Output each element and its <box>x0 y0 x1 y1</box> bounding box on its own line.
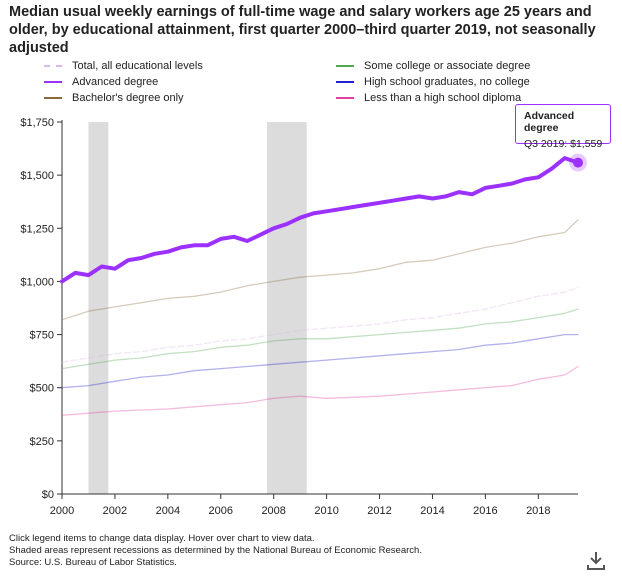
legend-label-total: Total, all educational levels <box>72 60 203 72</box>
y-tick-label-3: $750 <box>30 330 54 342</box>
legend-label-high-school: High school graduates, no college <box>364 76 530 88</box>
legend-item-bachelors[interactable]: Bachelor's degree only <box>44 92 184 104</box>
x-tick-label-6: 2012 <box>367 505 391 517</box>
x-tick-label-9: 2018 <box>526 505 550 517</box>
x-tick-label-2: 2004 <box>156 505 180 517</box>
series-line-advanced-degree <box>60 156 580 284</box>
recession-band-0 <box>88 122 109 494</box>
legend-swatch-less-than-hs <box>336 97 354 99</box>
x-tick-label-0: 2000 <box>50 505 74 517</box>
x-tick-label-7: 2014 <box>420 505 444 517</box>
y-tick-label-7: $1,750 <box>20 117 54 129</box>
legend-swatch-bachelors <box>44 97 62 99</box>
legend-swatch-total <box>44 65 62 67</box>
download-icon[interactable] <box>584 549 608 573</box>
legend-item-total[interactable]: Total, all educational levels <box>44 60 203 72</box>
footer-line-1: Click legend items to change data displa… <box>9 533 315 544</box>
x-tick-label-3: 2006 <box>209 505 233 517</box>
line-chart[interactable]: $0 $250 $500 $750 $1,000 $1,250 $1,500 $1,750 20… <box>0 0 622 530</box>
tooltip-title: Advanced degree <box>524 110 575 134</box>
legend-label-bachelors: Bachelor's degree only <box>72 92 184 104</box>
y-tick-label-1: $250 <box>30 436 54 448</box>
y-tick-label-2: $500 <box>30 383 54 395</box>
legend-item-less-than-hs[interactable]: Less than a high school diploma <box>336 92 521 104</box>
download-icon-glyph <box>587 552 605 570</box>
y-tick-label-4: $1,000 <box>20 276 54 288</box>
footer-line-3: Source: U.S. Bureau of Labor Statistics. <box>9 557 177 568</box>
y-tick-label-6: $1,500 <box>20 170 54 182</box>
chart-tooltip: Advanced degree Q3 2019: $1,559 <box>515 104 611 150</box>
legend-swatch-advanced <box>44 81 62 83</box>
chart-footer: Click legend items to change data displa… <box>9 533 422 569</box>
y-tick-label-5: $1,250 <box>20 223 54 235</box>
chart-title: Median usual weekly earnings of full-tim… <box>9 4 596 56</box>
legend-item-some-college[interactable]: Some college or associate degree <box>336 60 530 72</box>
legend-item-high-school[interactable]: High school graduates, no college <box>336 76 530 88</box>
legend-label-advanced: Advanced degree <box>72 76 159 88</box>
tooltip-value: Q3 2019: $1,559 <box>524 138 603 150</box>
legend-swatch-some-college <box>336 65 354 67</box>
y-tick-label-0: $0 <box>42 489 54 501</box>
highlight-point <box>573 157 583 168</box>
series-line-less-than-a-high-school-diploma <box>61 365 579 416</box>
series-line-bachelor-s-degree-only <box>61 219 579 321</box>
x-tick-label-4: 2008 <box>261 505 285 517</box>
legend-swatch-high-school <box>336 81 354 83</box>
footer-line-2: Shaded areas represent recessions as det… <box>9 545 422 556</box>
legend-label-some-college: Some college or associate degree <box>364 60 531 72</box>
x-tick-label-8: 2016 <box>473 505 497 517</box>
series-line-some-college-or-associate-degree <box>61 308 579 370</box>
chart-legend: Total, all educational levels Some colle… <box>44 60 604 110</box>
series-line-total-all-educational-levels <box>61 287 579 363</box>
recession-band-1 <box>267 122 307 494</box>
series-line-high-school-graduates-no-college <box>61 333 579 389</box>
x-tick-label-1: 2002 <box>103 505 127 517</box>
legend-label-less-than-hs: Less than a high school diploma <box>364 92 522 104</box>
x-tick-label-5: 2010 <box>314 505 338 517</box>
legend-item-advanced[interactable]: Advanced degree <box>44 76 158 88</box>
